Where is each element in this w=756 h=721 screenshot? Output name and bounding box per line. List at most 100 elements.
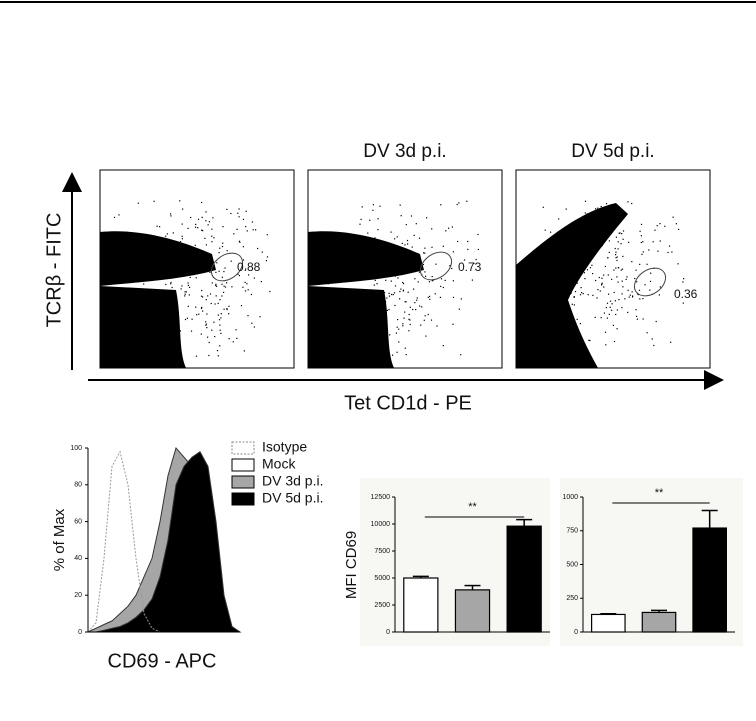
event-dot bbox=[220, 313, 222, 315]
event-dot bbox=[401, 268, 403, 270]
event-dot bbox=[359, 223, 361, 225]
event-dot bbox=[636, 315, 638, 317]
event-dot bbox=[575, 256, 577, 259]
event-dot bbox=[393, 265, 395, 267]
event-dot bbox=[215, 295, 217, 297]
event-dot bbox=[314, 305, 316, 307]
event-dot bbox=[158, 267, 160, 270]
event-dot bbox=[401, 242, 403, 244]
event-dot bbox=[184, 318, 187, 321]
event-dot bbox=[398, 341, 400, 343]
event-dot bbox=[604, 216, 606, 218]
event-dot bbox=[361, 206, 363, 208]
event-dot bbox=[573, 262, 575, 264]
event-dot bbox=[393, 272, 395, 274]
cell-density bbox=[100, 231, 216, 286]
event-dot bbox=[657, 250, 659, 252]
event-dot bbox=[226, 308, 228, 310]
event-dot bbox=[209, 271, 211, 273]
event-dot bbox=[642, 251, 644, 253]
event-dot bbox=[426, 217, 428, 219]
event-dot bbox=[168, 266, 170, 268]
event-dot bbox=[460, 354, 462, 356]
event-dot bbox=[640, 241, 642, 244]
event-dot bbox=[586, 230, 589, 232]
event-dot bbox=[626, 276, 628, 278]
event-dot bbox=[400, 215, 402, 217]
event-dot bbox=[170, 215, 172, 217]
event-dot bbox=[648, 249, 650, 251]
event-dot bbox=[578, 244, 581, 246]
panel-frame bbox=[99, 169, 295, 369]
event-dot bbox=[403, 264, 405, 266]
event-dot bbox=[616, 259, 618, 262]
y-tick-label: 10000 bbox=[371, 521, 391, 528]
event-dot bbox=[404, 311, 406, 313]
event-dot bbox=[170, 283, 172, 285]
event-dot bbox=[599, 290, 601, 292]
event-dot bbox=[151, 245, 153, 248]
event-dot bbox=[237, 212, 239, 214]
event-dot bbox=[409, 306, 411, 308]
event-dot bbox=[340, 295, 342, 297]
legend-swatch bbox=[231, 475, 255, 489]
event-dot bbox=[354, 274, 356, 276]
event-dot bbox=[360, 272, 362, 274]
event-dot bbox=[165, 275, 167, 277]
event-dot bbox=[408, 313, 410, 316]
event-dot bbox=[642, 298, 644, 300]
event-dot bbox=[179, 330, 181, 332]
event-dot bbox=[118, 214, 120, 216]
event-dot bbox=[385, 301, 387, 303]
event-dot bbox=[422, 263, 424, 266]
event-dot bbox=[388, 295, 391, 297]
event-dot bbox=[563, 273, 565, 275]
event-dot bbox=[615, 254, 617, 256]
event-dot bbox=[424, 271, 426, 273]
event-dot bbox=[220, 332, 222, 334]
event-dot bbox=[584, 278, 586, 280]
event-dot bbox=[427, 296, 429, 298]
event-dot bbox=[394, 274, 396, 276]
event-dot bbox=[191, 268, 193, 270]
event-dot bbox=[162, 277, 165, 279]
event-dot bbox=[400, 288, 402, 290]
event-dot bbox=[386, 309, 388, 311]
event-dot bbox=[402, 281, 404, 284]
event-dot bbox=[396, 236, 398, 238]
panel-frame bbox=[515, 169, 711, 369]
event-dot bbox=[124, 296, 126, 298]
event-dot bbox=[201, 201, 203, 204]
event-dot bbox=[391, 293, 393, 296]
event-dot bbox=[402, 290, 404, 292]
event-dot bbox=[261, 251, 263, 253]
event-dot bbox=[349, 353, 351, 355]
event-dot bbox=[659, 223, 661, 225]
panel-title: DV 5d p.i. bbox=[571, 141, 654, 162]
event-dot bbox=[405, 354, 407, 356]
event-dot bbox=[659, 286, 661, 288]
event-dot bbox=[652, 241, 654, 243]
event-dot bbox=[415, 223, 417, 225]
event-dot bbox=[440, 278, 443, 280]
event-dot bbox=[370, 311, 372, 313]
event-dot bbox=[431, 246, 433, 248]
event-dot bbox=[565, 256, 567, 258]
event-dot bbox=[217, 302, 219, 304]
event-dot bbox=[430, 319, 433, 321]
event-dot bbox=[349, 251, 352, 253]
event-dot bbox=[560, 265, 562, 267]
event-dot bbox=[631, 291, 633, 293]
event-dot bbox=[404, 301, 406, 303]
event-dot bbox=[218, 252, 220, 254]
event-dot bbox=[375, 314, 377, 316]
event-dot bbox=[376, 283, 378, 285]
event-dot bbox=[616, 211, 618, 214]
gate bbox=[419, 251, 453, 281]
event-dot bbox=[611, 303, 613, 305]
event-dot bbox=[576, 282, 578, 284]
event-dot bbox=[210, 268, 212, 270]
event-dot bbox=[581, 292, 583, 294]
event-dot bbox=[603, 312, 605, 314]
event-dot bbox=[580, 235, 582, 237]
